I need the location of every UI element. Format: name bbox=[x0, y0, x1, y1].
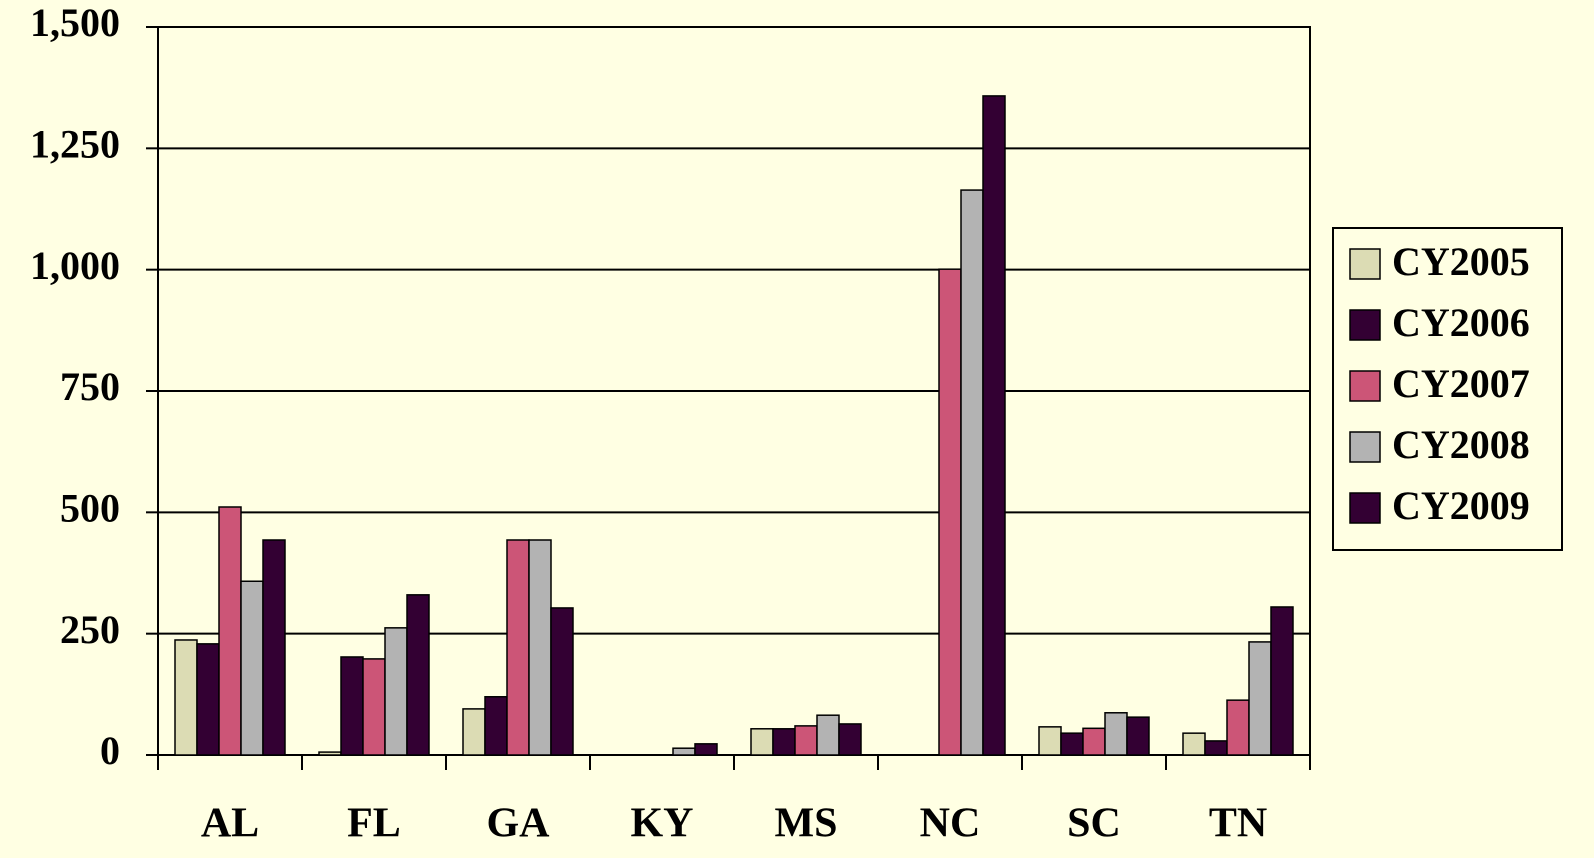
bar bbox=[506, 539, 530, 756]
legend-swatch bbox=[1349, 492, 1381, 524]
bar bbox=[750, 728, 774, 756]
legend-swatch bbox=[1349, 370, 1381, 402]
y-tick-label: 500 bbox=[60, 486, 120, 531]
bar bbox=[1182, 732, 1206, 756]
y-tick-label: 1,500 bbox=[30, 0, 120, 45]
y-tick-label: 1,000 bbox=[30, 243, 120, 288]
x-tick-label: NC bbox=[920, 801, 981, 847]
bar bbox=[1082, 727, 1106, 756]
bar bbox=[938, 268, 962, 756]
x-tick-label: GA bbox=[487, 801, 551, 847]
legend-label: CY2009 bbox=[1392, 483, 1530, 528]
bar bbox=[816, 714, 840, 756]
bar bbox=[694, 743, 718, 756]
bar bbox=[960, 189, 984, 756]
bar bbox=[406, 594, 430, 756]
bar bbox=[1226, 699, 1250, 756]
bar bbox=[240, 580, 264, 756]
x-tick-label: FL bbox=[347, 801, 401, 847]
bar bbox=[384, 627, 408, 756]
bar bbox=[362, 658, 386, 756]
bar bbox=[1270, 606, 1294, 756]
bar bbox=[772, 728, 796, 756]
y-tick-label: 1,250 bbox=[30, 122, 120, 167]
bar bbox=[838, 723, 862, 756]
bar bbox=[1204, 740, 1228, 756]
bar bbox=[1126, 716, 1150, 756]
x-tick-label: KY bbox=[631, 801, 694, 847]
bar bbox=[340, 656, 364, 756]
x-tick-label: TN bbox=[1209, 801, 1267, 847]
bar bbox=[982, 95, 1006, 756]
bar bbox=[174, 639, 198, 756]
bar bbox=[218, 506, 242, 756]
bar bbox=[262, 539, 286, 756]
bar bbox=[1248, 641, 1272, 756]
legend-label: CY2008 bbox=[1392, 422, 1530, 467]
legend-swatch bbox=[1349, 248, 1381, 280]
bar bbox=[318, 751, 342, 756]
x-tick-label: MS bbox=[775, 801, 838, 847]
bar bbox=[1038, 726, 1062, 756]
bar bbox=[794, 725, 818, 756]
legend-swatch bbox=[1349, 309, 1381, 341]
bar bbox=[462, 708, 486, 756]
bar bbox=[484, 696, 508, 756]
bar bbox=[528, 539, 552, 756]
x-tick-label: AL bbox=[201, 801, 259, 847]
y-tick-label: 750 bbox=[60, 364, 120, 409]
y-tick-label: 250 bbox=[60, 607, 120, 652]
bar bbox=[550, 607, 574, 756]
legend-label: CY2005 bbox=[1392, 239, 1530, 284]
legend-label: CY2007 bbox=[1392, 361, 1530, 406]
bar bbox=[1060, 732, 1084, 756]
bar bbox=[1104, 712, 1128, 756]
legend-label: CY2006 bbox=[1392, 300, 1530, 345]
bar bbox=[672, 747, 696, 756]
y-tick-label: 0 bbox=[100, 728, 120, 773]
bar bbox=[196, 643, 220, 756]
legend-swatch bbox=[1349, 431, 1381, 463]
x-tick-label: SC bbox=[1067, 801, 1121, 847]
